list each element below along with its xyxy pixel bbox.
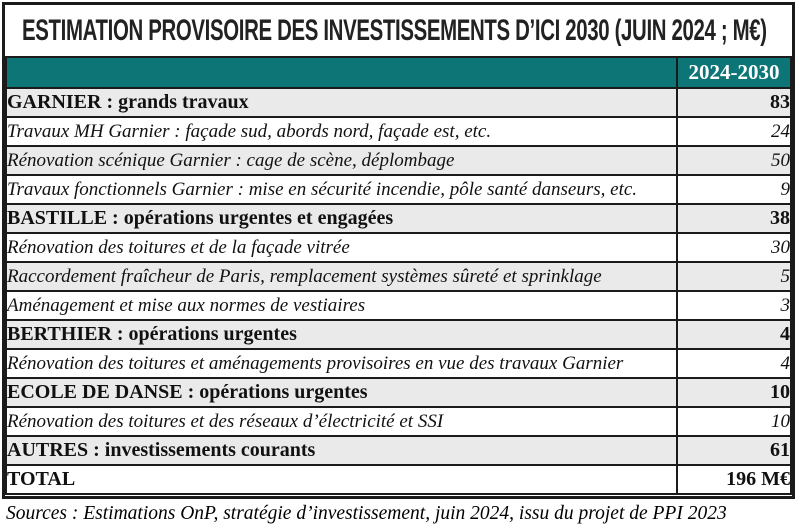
value-column-header-label: 2024-2030 <box>688 60 780 84</box>
row-value: 30 <box>676 232 792 263</box>
row-value: 5 <box>676 261 792 292</box>
row-label: Travaux MH Garnier : façade sud, abords … <box>5 116 678 147</box>
row-label: Rénovation des toitures et aménagements … <box>5 348 678 379</box>
table-row: Aménagement et mise aux normes de vestia… <box>5 290 792 321</box>
table-row: Rénovation des toitures et de la façade … <box>5 232 792 263</box>
row-value: 4 <box>676 319 792 350</box>
table-row: Travaux fonctionnels Garnier : mise en s… <box>5 174 792 205</box>
label-column-header <box>5 56 678 89</box>
table-body: GARNIER : grands travaux 83 Travaux MH Gar… <box>5 87 792 495</box>
row-value: 50 <box>676 145 792 176</box>
table-row: Travaux MH Garnier : façade sud, abords … <box>5 116 792 147</box>
table-row: Rénovation des toitures et des réseaux d… <box>5 406 792 437</box>
row-label: ECOLE DE DANSE : opérations urgentes <box>5 377 678 408</box>
investment-table: 2024-2030 GARNIER : grands travaux 83 Trav… <box>5 56 792 495</box>
table-row: ECOLE DE DANSE : opérations urgentes 10 <box>5 377 792 408</box>
row-value: 9 <box>676 174 792 205</box>
sources-note: Sources : Estimations OnP, stratégie d’i… <box>6 503 727 524</box>
row-label: Travaux fonctionnels Garnier : mise en s… <box>5 174 678 205</box>
row-label: Rénovation scénique Garnier : cage de sc… <box>5 145 678 176</box>
row-label: AUTRES : investissements courants <box>5 435 678 466</box>
table-row: AUTRES : investissements courants 61 <box>5 435 792 466</box>
table-row: Raccordement fraîcheur de Paris, remplac… <box>5 261 792 292</box>
row-value: 38 <box>676 203 792 234</box>
table-row: Rénovation des toitures et aménagements … <box>5 348 792 379</box>
row-value: 24 <box>676 116 792 147</box>
table-row: TOTAL 196 M€ <box>5 464 792 495</box>
row-value: 10 <box>676 406 792 437</box>
row-label: Rénovation des toitures et des réseaux d… <box>5 406 678 437</box>
row-label: BERTHIER : opérations urgentes <box>5 319 678 350</box>
row-label: Aménagement et mise aux normes de vestia… <box>5 290 678 321</box>
table-row: BERTHIER : opérations urgentes 4 <box>5 319 792 350</box>
table-row: BASTILLE : opérations urgentes et engagé… <box>5 203 792 234</box>
row-value: 3 <box>676 290 792 321</box>
table-header-row: 2024-2030 <box>5 56 792 89</box>
row-label: Rénovation des toitures et de la façade … <box>5 232 678 263</box>
table-row: GARNIER : grands travaux 83 <box>5 87 792 118</box>
row-value: 4 <box>676 348 792 379</box>
report-frame: ESTIMATION PROVISOIRE DES INVESTISSEMENT… <box>2 2 795 499</box>
row-label: BASTILLE : opérations urgentes et engagé… <box>5 203 678 234</box>
value-column-header: 2024-2030 <box>676 56 792 89</box>
title-bar: ESTIMATION PROVISOIRE DES INVESTISSEMENT… <box>5 5 792 56</box>
row-label: TOTAL <box>5 464 678 495</box>
row-value: 10 <box>676 377 792 408</box>
row-label: Raccordement fraîcheur de Paris, remplac… <box>5 261 678 292</box>
row-value: 61 <box>676 435 792 466</box>
row-label: GARNIER : grands travaux <box>5 87 678 118</box>
row-value: 83 <box>676 87 792 118</box>
row-value: 196 M€ <box>676 464 792 495</box>
page-title: ESTIMATION PROVISOIRE DES INVESTISSEMENT… <box>22 13 767 47</box>
table-row: Rénovation scénique Garnier : cage de sc… <box>5 145 792 176</box>
